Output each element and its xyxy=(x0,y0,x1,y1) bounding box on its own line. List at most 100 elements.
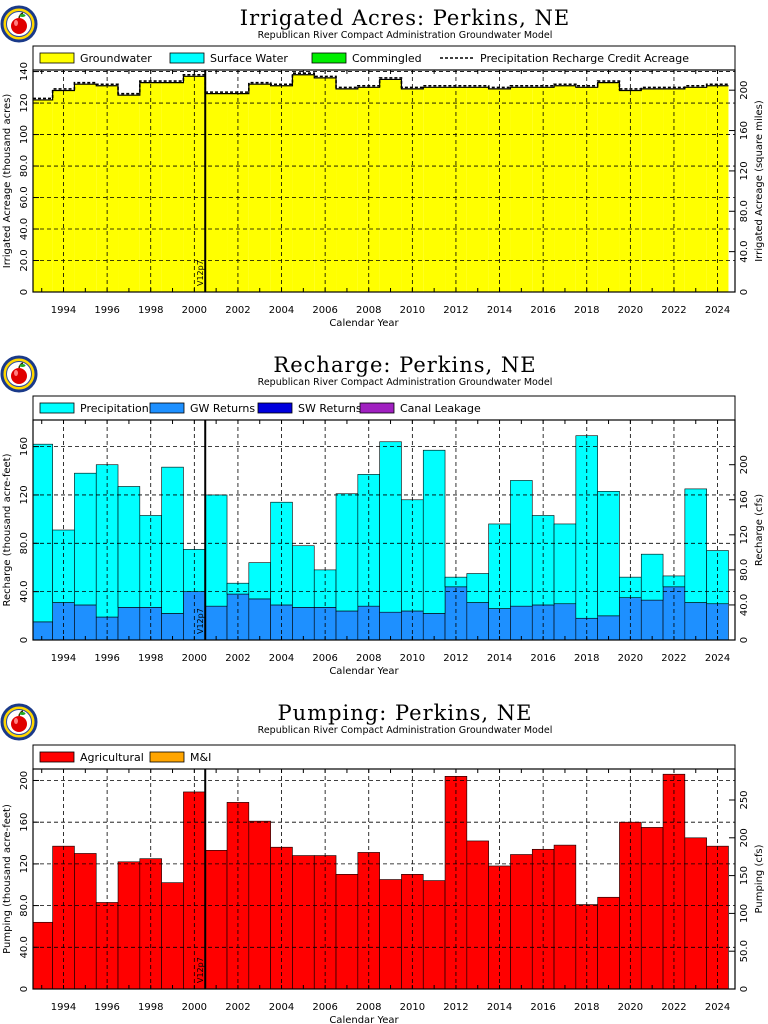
x-tick-label: 2022 xyxy=(661,653,686,664)
y-right-tick-label: 80.0 xyxy=(739,200,750,222)
y-right-tick-label: 120 xyxy=(739,161,750,180)
y-right-tick-label: 40.0 xyxy=(739,241,750,263)
area-step-groundwater xyxy=(706,85,729,292)
area-step-groundwater xyxy=(292,74,315,292)
bar-agricultural xyxy=(74,853,97,990)
legend-entry: Precipitation Recharge Credit Acreage xyxy=(480,52,689,65)
legend-swatch xyxy=(149,402,185,414)
legend-swatch xyxy=(169,52,205,64)
bar-precipitation xyxy=(204,494,228,607)
x-tick-label: 1998 xyxy=(138,1002,163,1013)
legend-entry: Commingled xyxy=(352,52,422,65)
legend-swatch xyxy=(149,751,185,763)
bar-precipitation xyxy=(619,576,642,598)
bar-gw-returns xyxy=(52,602,75,641)
area-step-groundwater xyxy=(270,85,293,292)
area-step-groundwater xyxy=(33,99,53,293)
model-version-label: V12p7 xyxy=(196,608,205,634)
x-tick-label: 2024 xyxy=(705,305,730,316)
chart-title: Pumping: Perkins, NE xyxy=(278,701,533,725)
bar-agricultural xyxy=(161,882,184,990)
y-tick-label: 0 xyxy=(19,637,30,643)
y-right-tick-label: 80.0 xyxy=(739,559,750,581)
y-right-tick-label: 40.0 xyxy=(739,594,750,616)
model-version-label: V12p7 xyxy=(196,260,205,286)
legend-swatch xyxy=(311,52,347,64)
bar-precipitation xyxy=(379,441,402,613)
y-right-tick-label: 250 xyxy=(739,790,750,809)
x-tick-label: 2002 xyxy=(225,653,250,664)
model-version-label: V12p7 xyxy=(196,957,205,983)
legend-entry: Precipitation xyxy=(80,402,149,415)
bar-precipitation xyxy=(466,573,489,603)
bar-gw-returns xyxy=(684,602,707,641)
y-axis-left: 0 20.0 40.0 60.0 80.0 100 120 140 Irrigated Acre… xyxy=(2,62,39,295)
area-step-groundwater xyxy=(379,79,402,292)
x-tick-label: 2000 xyxy=(182,1002,207,1013)
area-step-groundwater xyxy=(118,95,140,292)
bar-precipitation xyxy=(32,443,53,623)
y-axis-right-label: Recharge (cfs) xyxy=(754,494,765,566)
y-tick-label: 60.0 xyxy=(19,186,30,208)
y-right-tick-label: 150 xyxy=(739,866,750,885)
y-right-tick-label: 200 xyxy=(739,455,750,474)
bar-agricultural xyxy=(117,861,141,990)
chart-title: Recharge: Perkins, NE xyxy=(273,353,536,377)
x-tick-label: 2004 xyxy=(269,653,294,664)
x-tick-label: 2014 xyxy=(487,653,512,664)
bar-gw-returns xyxy=(292,607,315,641)
legend-entry: Groundwater xyxy=(80,52,152,65)
area-step-groundwater xyxy=(423,87,446,292)
bar-precipitation xyxy=(640,553,664,601)
x-tick-label: 2016 xyxy=(530,305,555,316)
x-axis: 1994 1996 1998 2000 2002 2004 2006 2008 2010 2012… xyxy=(41,769,730,1024)
y-tick-label: 20.0 xyxy=(19,249,30,271)
legend-swatch xyxy=(39,52,75,64)
bar-gw-returns xyxy=(204,605,228,641)
x-tick-label: 1994 xyxy=(51,305,76,316)
chart-subtitle: Republican River Compact Administration … xyxy=(258,30,553,41)
x-tick-label: 2002 xyxy=(225,305,250,316)
x-axis: 1994 1996 1998 2000 2002 2004 2006 2008 2010 2012… xyxy=(41,420,730,677)
y-tick-label: 0 xyxy=(19,986,30,992)
x-axis-label: Calendar Year xyxy=(329,318,399,329)
legend-entry: Canal Leakage xyxy=(400,402,481,415)
area-step-groundwater xyxy=(510,87,533,292)
y-axis-label: Pumping (thousand acre-feet) xyxy=(2,804,13,954)
plot-frame xyxy=(32,768,736,990)
y-axis-left: 0 40.0 80.0 120 160 200 Pumping (thousand acre… xyxy=(2,771,39,992)
y-right-tick-label: 120 xyxy=(739,525,750,544)
x-tick-label: 1998 xyxy=(138,305,163,316)
y-right-tick-label: 160 xyxy=(739,121,750,140)
y-right-tick-label: 0 xyxy=(739,289,750,295)
area-step-groundwater xyxy=(96,85,119,292)
bar-precipitation xyxy=(335,493,359,612)
x-tick-label: 2014 xyxy=(487,1002,512,1013)
chart-title: Irrigated Acres: Perkins, NE xyxy=(240,6,570,30)
area-step-groundwater xyxy=(641,88,664,292)
bar-agricultural xyxy=(32,921,53,990)
gridlines xyxy=(33,70,735,292)
bar-agricultural xyxy=(422,880,446,990)
legend-entry: Surface Water xyxy=(210,52,288,65)
bar-agricultural xyxy=(204,850,228,990)
y-tick-label: 40.0 xyxy=(19,218,30,240)
y-axis-right-label: Pumping (cfs) xyxy=(754,844,765,913)
legend: Groundwater Surface Water Commingled Precip… xyxy=(32,45,736,71)
y-axis-right-label: Irrigated Acreage (square miles) xyxy=(754,100,765,262)
x-tick-label: 1996 xyxy=(94,305,119,316)
x-tick-label: 2018 xyxy=(574,305,599,316)
bar-agricultural xyxy=(510,854,533,990)
x-tick-label: 2008 xyxy=(356,653,381,664)
y-right-tick-label: 100 xyxy=(739,904,750,923)
y-right-tick-label: 200 xyxy=(739,828,750,847)
x-tick-label: 1996 xyxy=(94,1002,119,1013)
legend: Precipitation GW Returns SW Returns Canal L… xyxy=(32,395,736,421)
apple-logo-icon xyxy=(0,355,38,393)
y-tick-label: 120 xyxy=(19,485,30,504)
area-step-groundwater xyxy=(684,87,707,292)
chart-subtitle: Republican River Compact Administration … xyxy=(258,377,553,388)
x-tick-label: 2024 xyxy=(705,1002,730,1013)
